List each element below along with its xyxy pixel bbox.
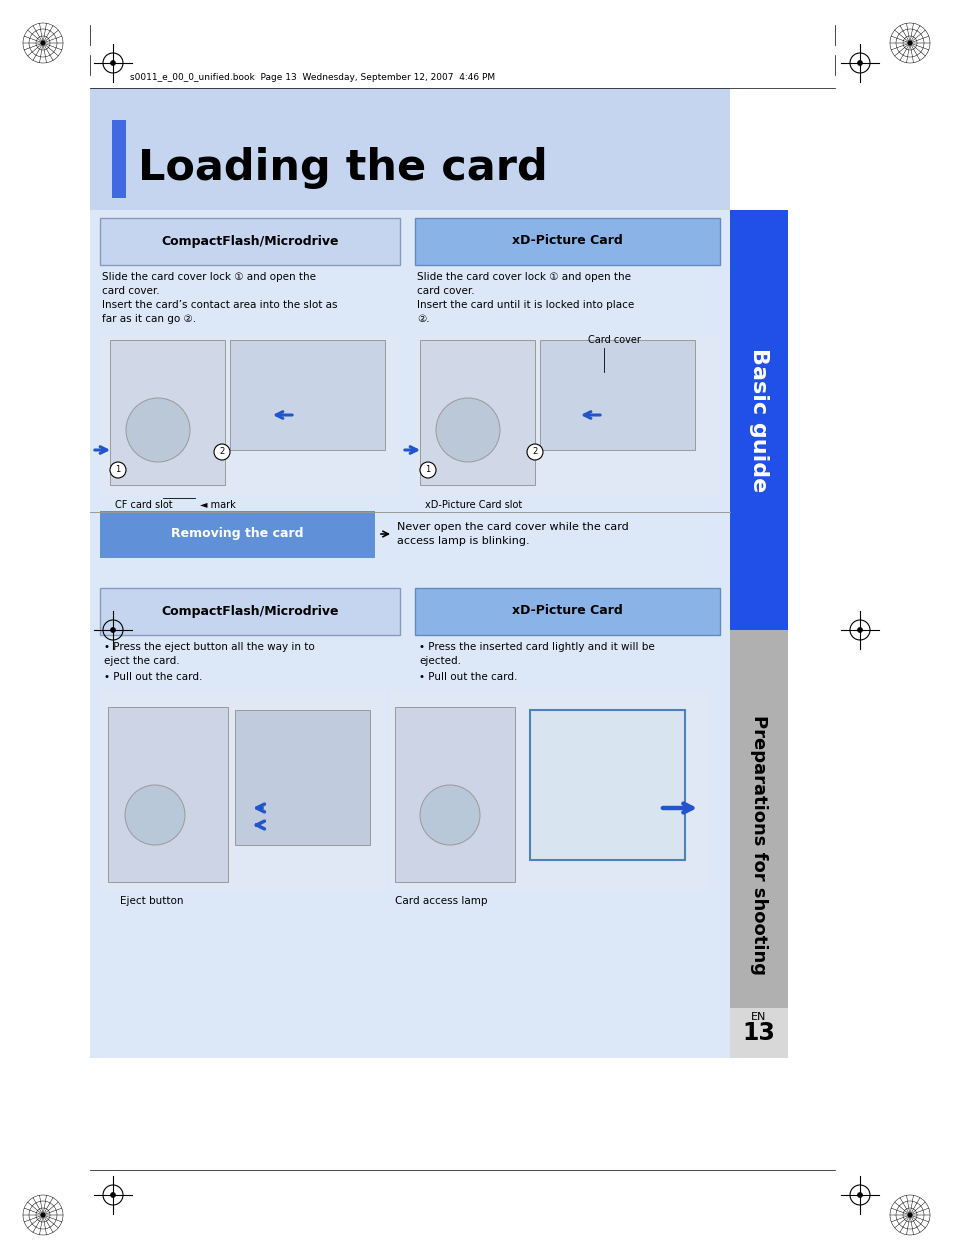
Bar bbox=[729, 210, 787, 630]
Bar bbox=[110, 340, 225, 486]
Bar bbox=[100, 335, 399, 494]
Bar bbox=[539, 340, 695, 450]
Text: CF card slot: CF card slot bbox=[115, 499, 172, 509]
Text: CompactFlash/Microdrive: CompactFlash/Microdrive bbox=[161, 605, 338, 618]
Text: Loading the card: Loading the card bbox=[138, 147, 547, 189]
Circle shape bbox=[857, 628, 862, 633]
Circle shape bbox=[40, 1213, 46, 1218]
Bar bbox=[100, 218, 399, 265]
Text: xD-Picture Card slot: xD-Picture Card slot bbox=[424, 499, 521, 509]
Circle shape bbox=[125, 785, 185, 845]
Circle shape bbox=[111, 628, 115, 633]
Bar bbox=[415, 587, 720, 635]
Bar bbox=[112, 120, 126, 198]
Text: Preparations for shooting: Preparations for shooting bbox=[749, 715, 767, 975]
Text: ◄ mark: ◄ mark bbox=[200, 499, 235, 509]
Bar bbox=[90, 210, 729, 1058]
Text: 2: 2 bbox=[532, 448, 537, 457]
Text: • Pull out the card.: • Pull out the card. bbox=[418, 672, 517, 682]
Bar bbox=[729, 630, 787, 1058]
Text: CompactFlash/Microdrive: CompactFlash/Microdrive bbox=[161, 234, 338, 248]
Text: Card cover: Card cover bbox=[587, 335, 640, 345]
Bar bbox=[390, 689, 709, 889]
Text: 1: 1 bbox=[115, 465, 120, 474]
Circle shape bbox=[857, 1193, 862, 1198]
Text: EN: EN bbox=[751, 1011, 766, 1021]
Circle shape bbox=[419, 462, 436, 478]
Bar bbox=[729, 1008, 787, 1058]
Text: Eject button: Eject button bbox=[120, 896, 183, 906]
Circle shape bbox=[40, 40, 46, 45]
Bar bbox=[108, 707, 228, 882]
Text: • Pull out the card.: • Pull out the card. bbox=[104, 672, 202, 682]
Text: Removing the card: Removing the card bbox=[171, 527, 303, 541]
Circle shape bbox=[110, 462, 126, 478]
Text: 1: 1 bbox=[425, 465, 430, 474]
Bar bbox=[415, 335, 720, 494]
Circle shape bbox=[857, 60, 862, 65]
Circle shape bbox=[126, 398, 190, 462]
Text: Slide the card cover lock ① and open the
card cover.
Insert the card until it is: Slide the card cover lock ① and open the… bbox=[416, 272, 634, 325]
Circle shape bbox=[111, 1193, 115, 1198]
Text: s0011_e_00_0_unified.book  Page 13  Wednesday, September 12, 2007  4:46 PM: s0011_e_00_0_unified.book Page 13 Wednes… bbox=[130, 73, 495, 83]
Circle shape bbox=[436, 398, 499, 462]
Circle shape bbox=[419, 785, 479, 845]
Text: 13: 13 bbox=[741, 1021, 775, 1045]
Text: Card access lamp: Card access lamp bbox=[395, 896, 487, 906]
Bar bbox=[230, 340, 385, 450]
Text: Slide the card cover lock ① and open the
card cover.
Insert the card’s contact a: Slide the card cover lock ① and open the… bbox=[102, 272, 337, 325]
Bar bbox=[415, 218, 720, 265]
Bar bbox=[395, 707, 515, 882]
Text: Basic guide: Basic guide bbox=[748, 348, 768, 492]
Bar bbox=[419, 340, 535, 486]
Bar bbox=[90, 88, 729, 210]
Circle shape bbox=[213, 444, 230, 460]
Text: • Press the inserted card lightly and it will be
ejected.: • Press the inserted card lightly and it… bbox=[418, 642, 654, 665]
Bar bbox=[100, 689, 385, 889]
Circle shape bbox=[111, 60, 115, 65]
Bar bbox=[100, 511, 375, 559]
Bar bbox=[234, 710, 370, 845]
Text: xD-Picture Card: xD-Picture Card bbox=[511, 234, 621, 248]
Text: xD-Picture Card: xD-Picture Card bbox=[511, 605, 621, 618]
Circle shape bbox=[906, 40, 911, 45]
Circle shape bbox=[526, 444, 542, 460]
Bar bbox=[100, 587, 399, 635]
Text: 2: 2 bbox=[219, 448, 224, 457]
Text: Never open the card cover while the card
access lamp is blinking.: Never open the card cover while the card… bbox=[396, 522, 628, 546]
Bar bbox=[530, 710, 684, 860]
Circle shape bbox=[906, 1213, 911, 1218]
Text: • Press the eject button all the way in to
eject the card.: • Press the eject button all the way in … bbox=[104, 642, 314, 665]
